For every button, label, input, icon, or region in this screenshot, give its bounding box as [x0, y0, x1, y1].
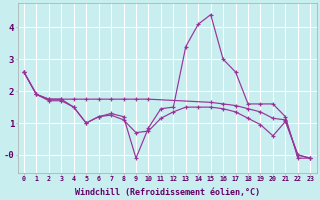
X-axis label: Windchill (Refroidissement éolien,°C): Windchill (Refroidissement éolien,°C): [75, 188, 260, 197]
